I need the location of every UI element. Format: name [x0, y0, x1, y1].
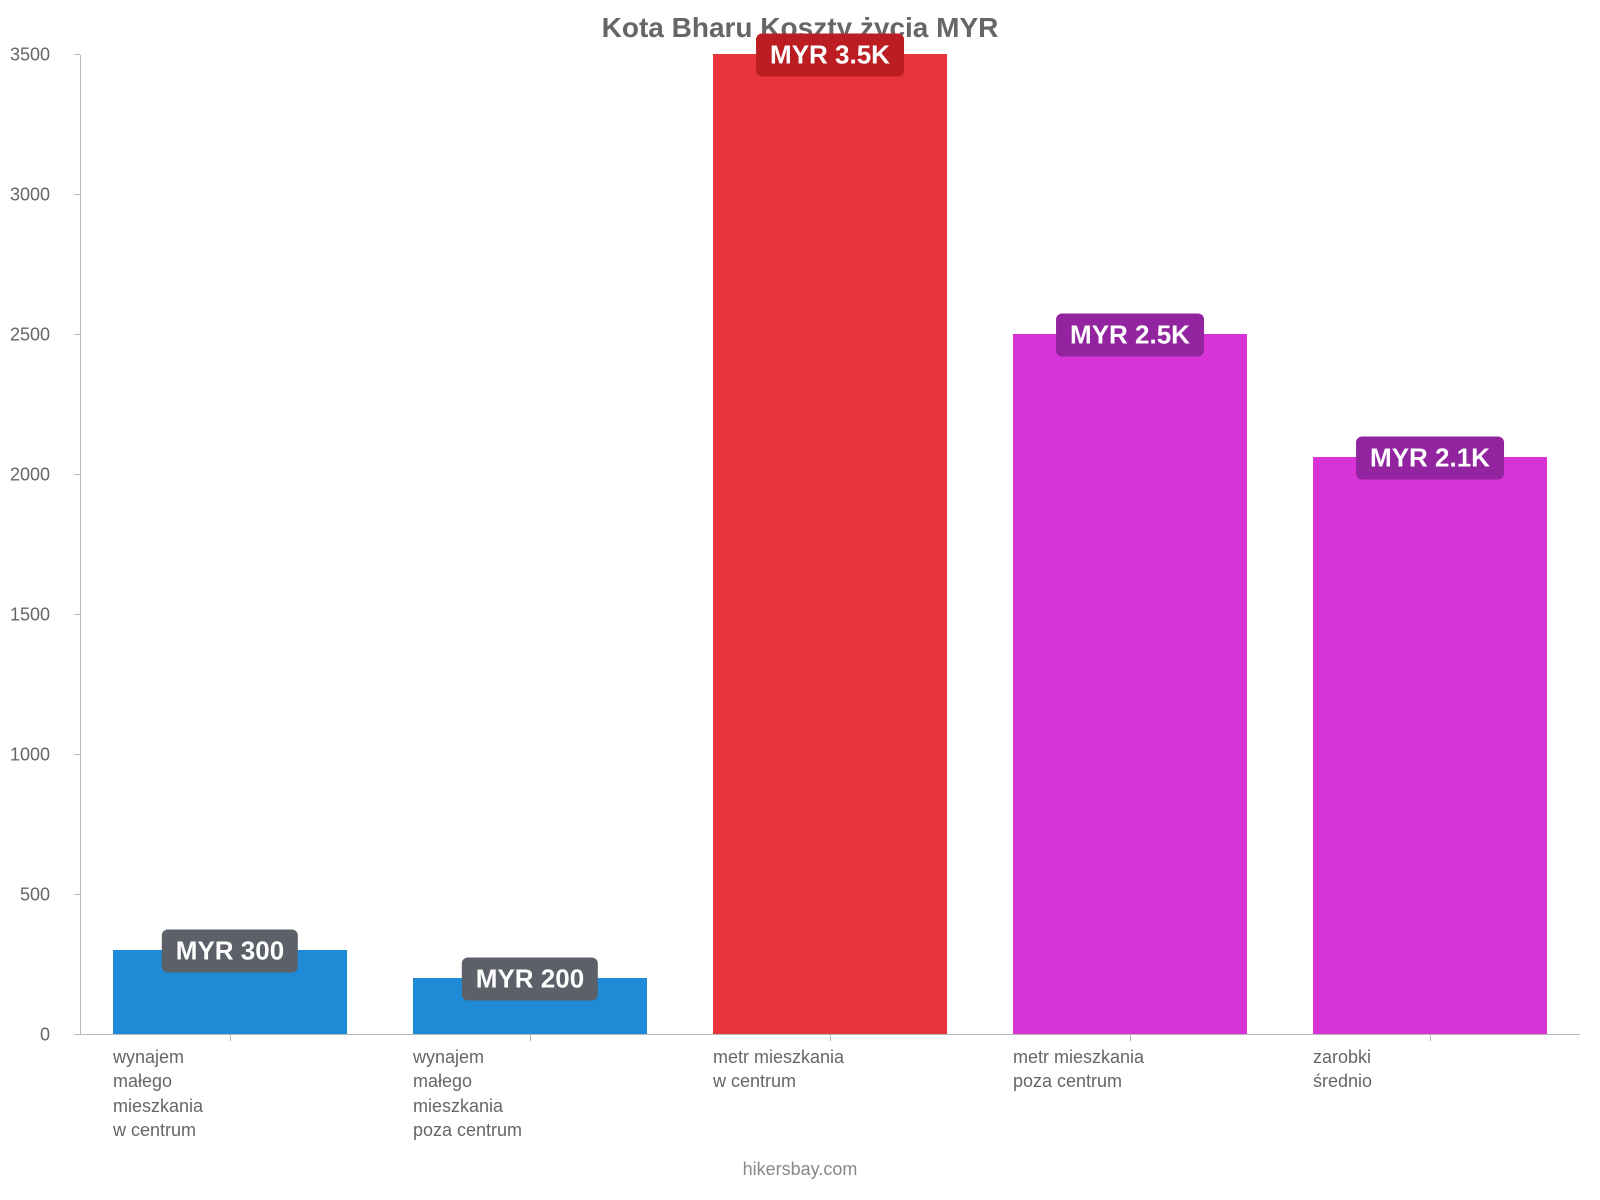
x-tick-mark — [1430, 1035, 1431, 1041]
y-tick-label: 3000 — [0, 185, 50, 206]
x-category-label: wynajemmałegomieszkaniapoza centrum — [413, 1045, 633, 1142]
chart-container: Kota Bharu Koszty życia MYR 050010001500… — [0, 0, 1600, 1200]
x-tick-mark — [830, 1035, 831, 1041]
x-category-label: zarobkiśrednio — [1313, 1045, 1533, 1094]
y-tick-label: 2500 — [0, 325, 50, 346]
y-tick-mark — [74, 474, 80, 475]
y-tick-label: 2000 — [0, 465, 50, 486]
x-category-label: wynajemmałegomieszkaniaw centrum — [113, 1045, 333, 1142]
y-tick-label: 1500 — [0, 605, 50, 626]
y-tick-mark — [74, 194, 80, 195]
bar-value-label: MYR 200 — [462, 958, 598, 1001]
y-tick-mark — [74, 614, 80, 615]
y-tick-label: 0 — [0, 1025, 50, 1046]
y-tick-mark — [74, 894, 80, 895]
y-axis — [80, 55, 81, 1035]
chart-footer: hikersbay.com — [0, 1159, 1600, 1180]
bar — [1013, 334, 1247, 1034]
bar — [713, 54, 947, 1034]
y-tick-label: 1000 — [0, 745, 50, 766]
plot-area: 0500100015002000250030003500MYR 300MYR 2… — [80, 55, 1580, 1035]
y-tick-label: 3500 — [0, 45, 50, 66]
y-tick-mark — [74, 1034, 80, 1035]
y-tick-mark — [74, 754, 80, 755]
x-category-label: metr mieszkaniapoza centrum — [1013, 1045, 1233, 1094]
bar-value-label: MYR 300 — [162, 930, 298, 973]
y-tick-mark — [74, 334, 80, 335]
bar-value-label: MYR 3.5K — [756, 34, 904, 77]
x-tick-mark — [1130, 1035, 1131, 1041]
x-tick-mark — [230, 1035, 231, 1041]
y-tick-mark — [74, 54, 80, 55]
bar-value-label: MYR 2.1K — [1356, 437, 1504, 480]
y-tick-label: 500 — [0, 885, 50, 906]
x-category-label: metr mieszkaniaw centrum — [713, 1045, 933, 1094]
bar-value-label: MYR 2.5K — [1056, 314, 1204, 357]
x-tick-mark — [530, 1035, 531, 1041]
bar — [1313, 457, 1547, 1034]
